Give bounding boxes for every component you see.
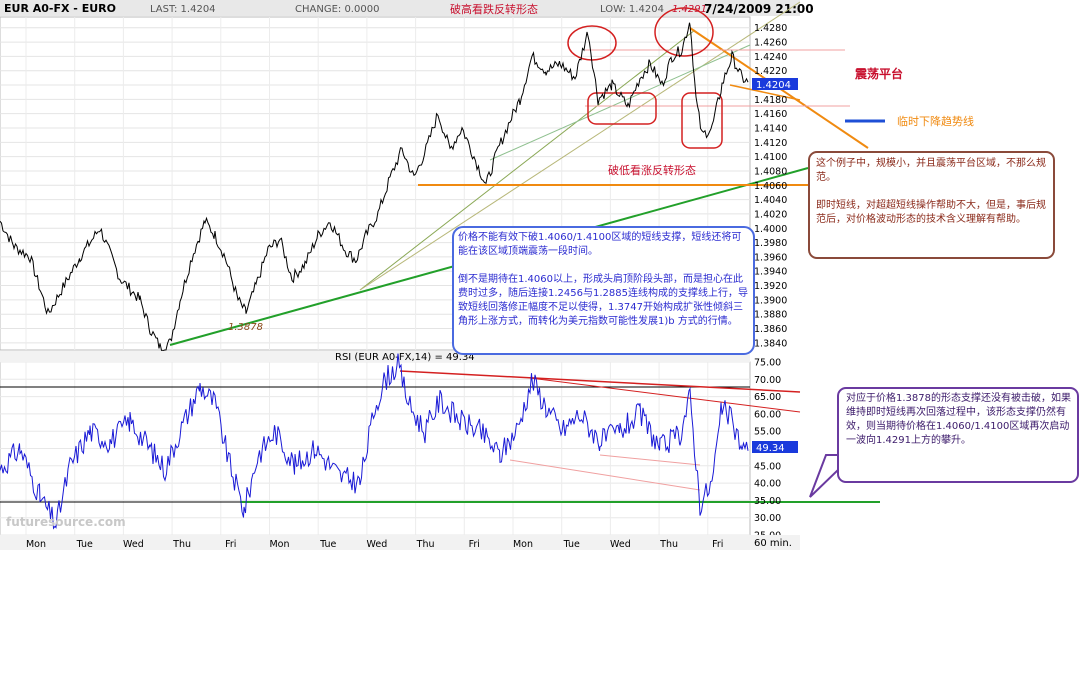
datetime-label: 7/24/2009 21:00: [704, 2, 814, 16]
rsi-tick-label: 75.00: [754, 358, 781, 369]
price-tick-label: 1.4260: [754, 38, 787, 49]
price-tick-label: 1.3920: [754, 281, 787, 292]
x-axis-bar: [0, 535, 800, 550]
rsi-title-bar: [0, 351, 750, 362]
fan-line-1: [359, 29, 696, 291]
low-label-2: 1.3878: [228, 322, 263, 333]
x-tick-label: Tue: [319, 539, 336, 550]
note-box-brown: [808, 151, 1055, 259]
red-box-low-2: [681, 92, 723, 149]
rsi-tick-label: 55.00: [754, 427, 781, 438]
rsi-tick-label: 35.00: [754, 496, 781, 507]
price-tick-label: 1.3880: [754, 310, 787, 321]
zhendang-label: 震荡平台: [855, 66, 903, 81]
price-tick-label: 1.4220: [754, 66, 787, 77]
price-tick-label: 1.4020: [754, 209, 787, 220]
bullish-reversal-label: 破低看涨反转形态: [608, 163, 696, 177]
price-current-badge: 1.4204: [756, 80, 791, 91]
rsi-pink-line-2: [599, 454, 701, 466]
price-tick-label: 1.3860: [754, 324, 787, 335]
chart-title: 破高看跌反转形态: [450, 2, 538, 16]
x-tick-label: Mon: [269, 539, 289, 550]
x-tick-label: Fri: [469, 539, 480, 550]
x-tick-label: Mon: [26, 539, 46, 550]
symbol-label: EUR A0-FX - EURO: [4, 2, 116, 15]
price-tick-label: 1.4120: [754, 138, 787, 149]
rsi-tick-label: 45.00: [754, 461, 781, 472]
price-tick-label: 1.4140: [754, 124, 787, 135]
price-tick-label: 1.4040: [754, 195, 787, 206]
rsi-series-line: [0, 353, 749, 530]
red-circle-high-2: [654, 7, 714, 57]
rsi-tick-label: 60.00: [754, 409, 781, 420]
price-tick-label: 1.4160: [754, 109, 787, 120]
note-blue-text: 价格不能有效下破1.4060/1.4100区域的短线支撑，短线还将可能在该区域顶…: [458, 232, 748, 327]
price-tick-label: 1.3980: [754, 238, 787, 249]
x-tick-label: Thu: [659, 539, 678, 550]
x-tick-label: Mon: [513, 539, 533, 550]
x-axis-unit: 60 min.: [754, 538, 792, 549]
note-brown-text: 这个例子中，规模小，并且震荡平台区域，不那么规范。 即时短线，对超超短线操作帮助…: [816, 158, 1046, 225]
red-circle-high-1: [567, 25, 617, 61]
purple-callout-pointer: [809, 454, 839, 498]
last-price-label: LAST: 1.4204: [150, 4, 216, 15]
fan-line-3: [489, 44, 751, 161]
change-label: CHANGE: 0.0000: [295, 4, 379, 15]
x-tick-label: Fri: [225, 539, 236, 550]
x-tick-label: Wed: [367, 539, 388, 550]
rsi-gridlines: [0, 361, 750, 536]
price-tick-label: 1.4280: [754, 23, 787, 34]
price-tick-label: 1.3840: [754, 338, 787, 349]
price-y-axis: 1.42801.42601.42401.42201.42001.41801.41…: [754, 23, 787, 349]
rsi-red-trend-1: [399, 370, 801, 393]
rsi-red-trend-2: [529, 377, 801, 413]
rsi-tick-label: 65.00: [754, 392, 781, 403]
orange-short-line: [729, 84, 801, 101]
x-tick-label: Wed: [123, 539, 144, 550]
note-box-blue: [452, 226, 755, 355]
price-tick-label: 1.3900: [754, 295, 787, 306]
price-tick-label: 1.4080: [754, 166, 787, 177]
header-bar: [0, 0, 800, 16]
price-tick-label: 1.3940: [754, 267, 787, 278]
x-tick-label: Thu: [172, 539, 191, 550]
high-label: 1.4291: [672, 4, 707, 15]
x-tick-label: Tue: [563, 539, 580, 550]
rsi-current-badge: 49.34: [756, 443, 785, 454]
price-tick-label: 1.4060: [754, 181, 787, 192]
x-tick-label: Wed: [610, 539, 631, 550]
price-tick-label: 1.4000: [754, 224, 787, 235]
note-purple-text: 对应于价格1.3878的形态支撑还没有被击破，如果维持即时短线再次回落过程中，该…: [846, 393, 1071, 446]
futuresource-logo: futuresource.com: [6, 515, 126, 529]
rsi-tick-label: 40.00: [754, 479, 781, 490]
downtrend-label: 临时下降趋势线: [897, 114, 974, 128]
price-tick-label: 1.4180: [754, 95, 787, 106]
rsi-tick-label: 70.00: [754, 375, 781, 386]
rsi-pink-line-1: [509, 459, 701, 491]
price-series-line: [0, 22, 749, 352]
rsi-current-badge-bg: [752, 441, 798, 453]
rsi-tick-label: 30.00: [754, 513, 781, 524]
price-tick-label: 1.4240: [754, 52, 787, 63]
x-tick-label: Tue: [76, 539, 93, 550]
x-axis: Mon Tue Wed Thu Fri Mon Tue Wed Thu Fri Mon Tue Wed T…: [26, 539, 723, 550]
price-tick-label: 1.4100: [754, 152, 787, 163]
price-tick-label: 1.3960: [754, 252, 787, 263]
note-box-purple: [837, 387, 1079, 483]
red-box-low-1: [587, 92, 657, 125]
x-tick-label: Thu: [416, 539, 435, 550]
price-current-badge-bg: [752, 78, 798, 90]
x-tick-label: Fri: [712, 539, 723, 550]
rsi-title: RSI (EUR A0-FX,14) = 49.34: [335, 352, 475, 363]
low-label: LOW: 1.4204: [600, 4, 664, 15]
